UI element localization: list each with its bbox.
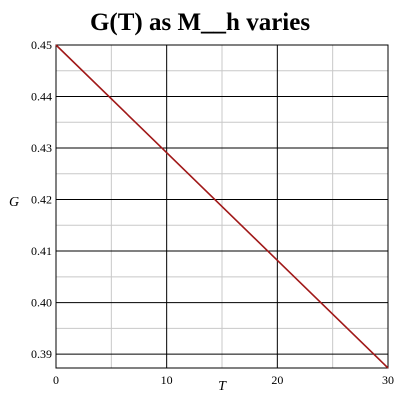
y-tick-label: 0.42 [31,193,52,207]
x-tick-label: 10 [161,373,173,387]
y-tick-label: 0.44 [31,90,52,104]
x-axis-label: T [218,379,227,394]
x-tick-label: 20 [271,373,283,387]
x-tick-label: 30 [382,373,394,387]
y-tick-label: 0.43 [31,141,52,155]
chart-title: G(T) as M__h varies [90,9,310,36]
x-tick-label: 0 [53,373,59,387]
ticks: 0 10 20 30 0.39 0.40 0.41 0.42 0.43 0.44 0.45 [31,38,394,387]
y-tick-label: 0.39 [31,347,52,361]
plot-area [55,44,389,369]
y-tick-label: 0.45 [31,38,52,52]
series-line [55,44,389,369]
y-tick-label: 0.40 [31,296,52,310]
y-axis-label: G [9,195,19,210]
series-layer [55,44,389,369]
y-tick-label: 0.41 [31,244,52,258]
